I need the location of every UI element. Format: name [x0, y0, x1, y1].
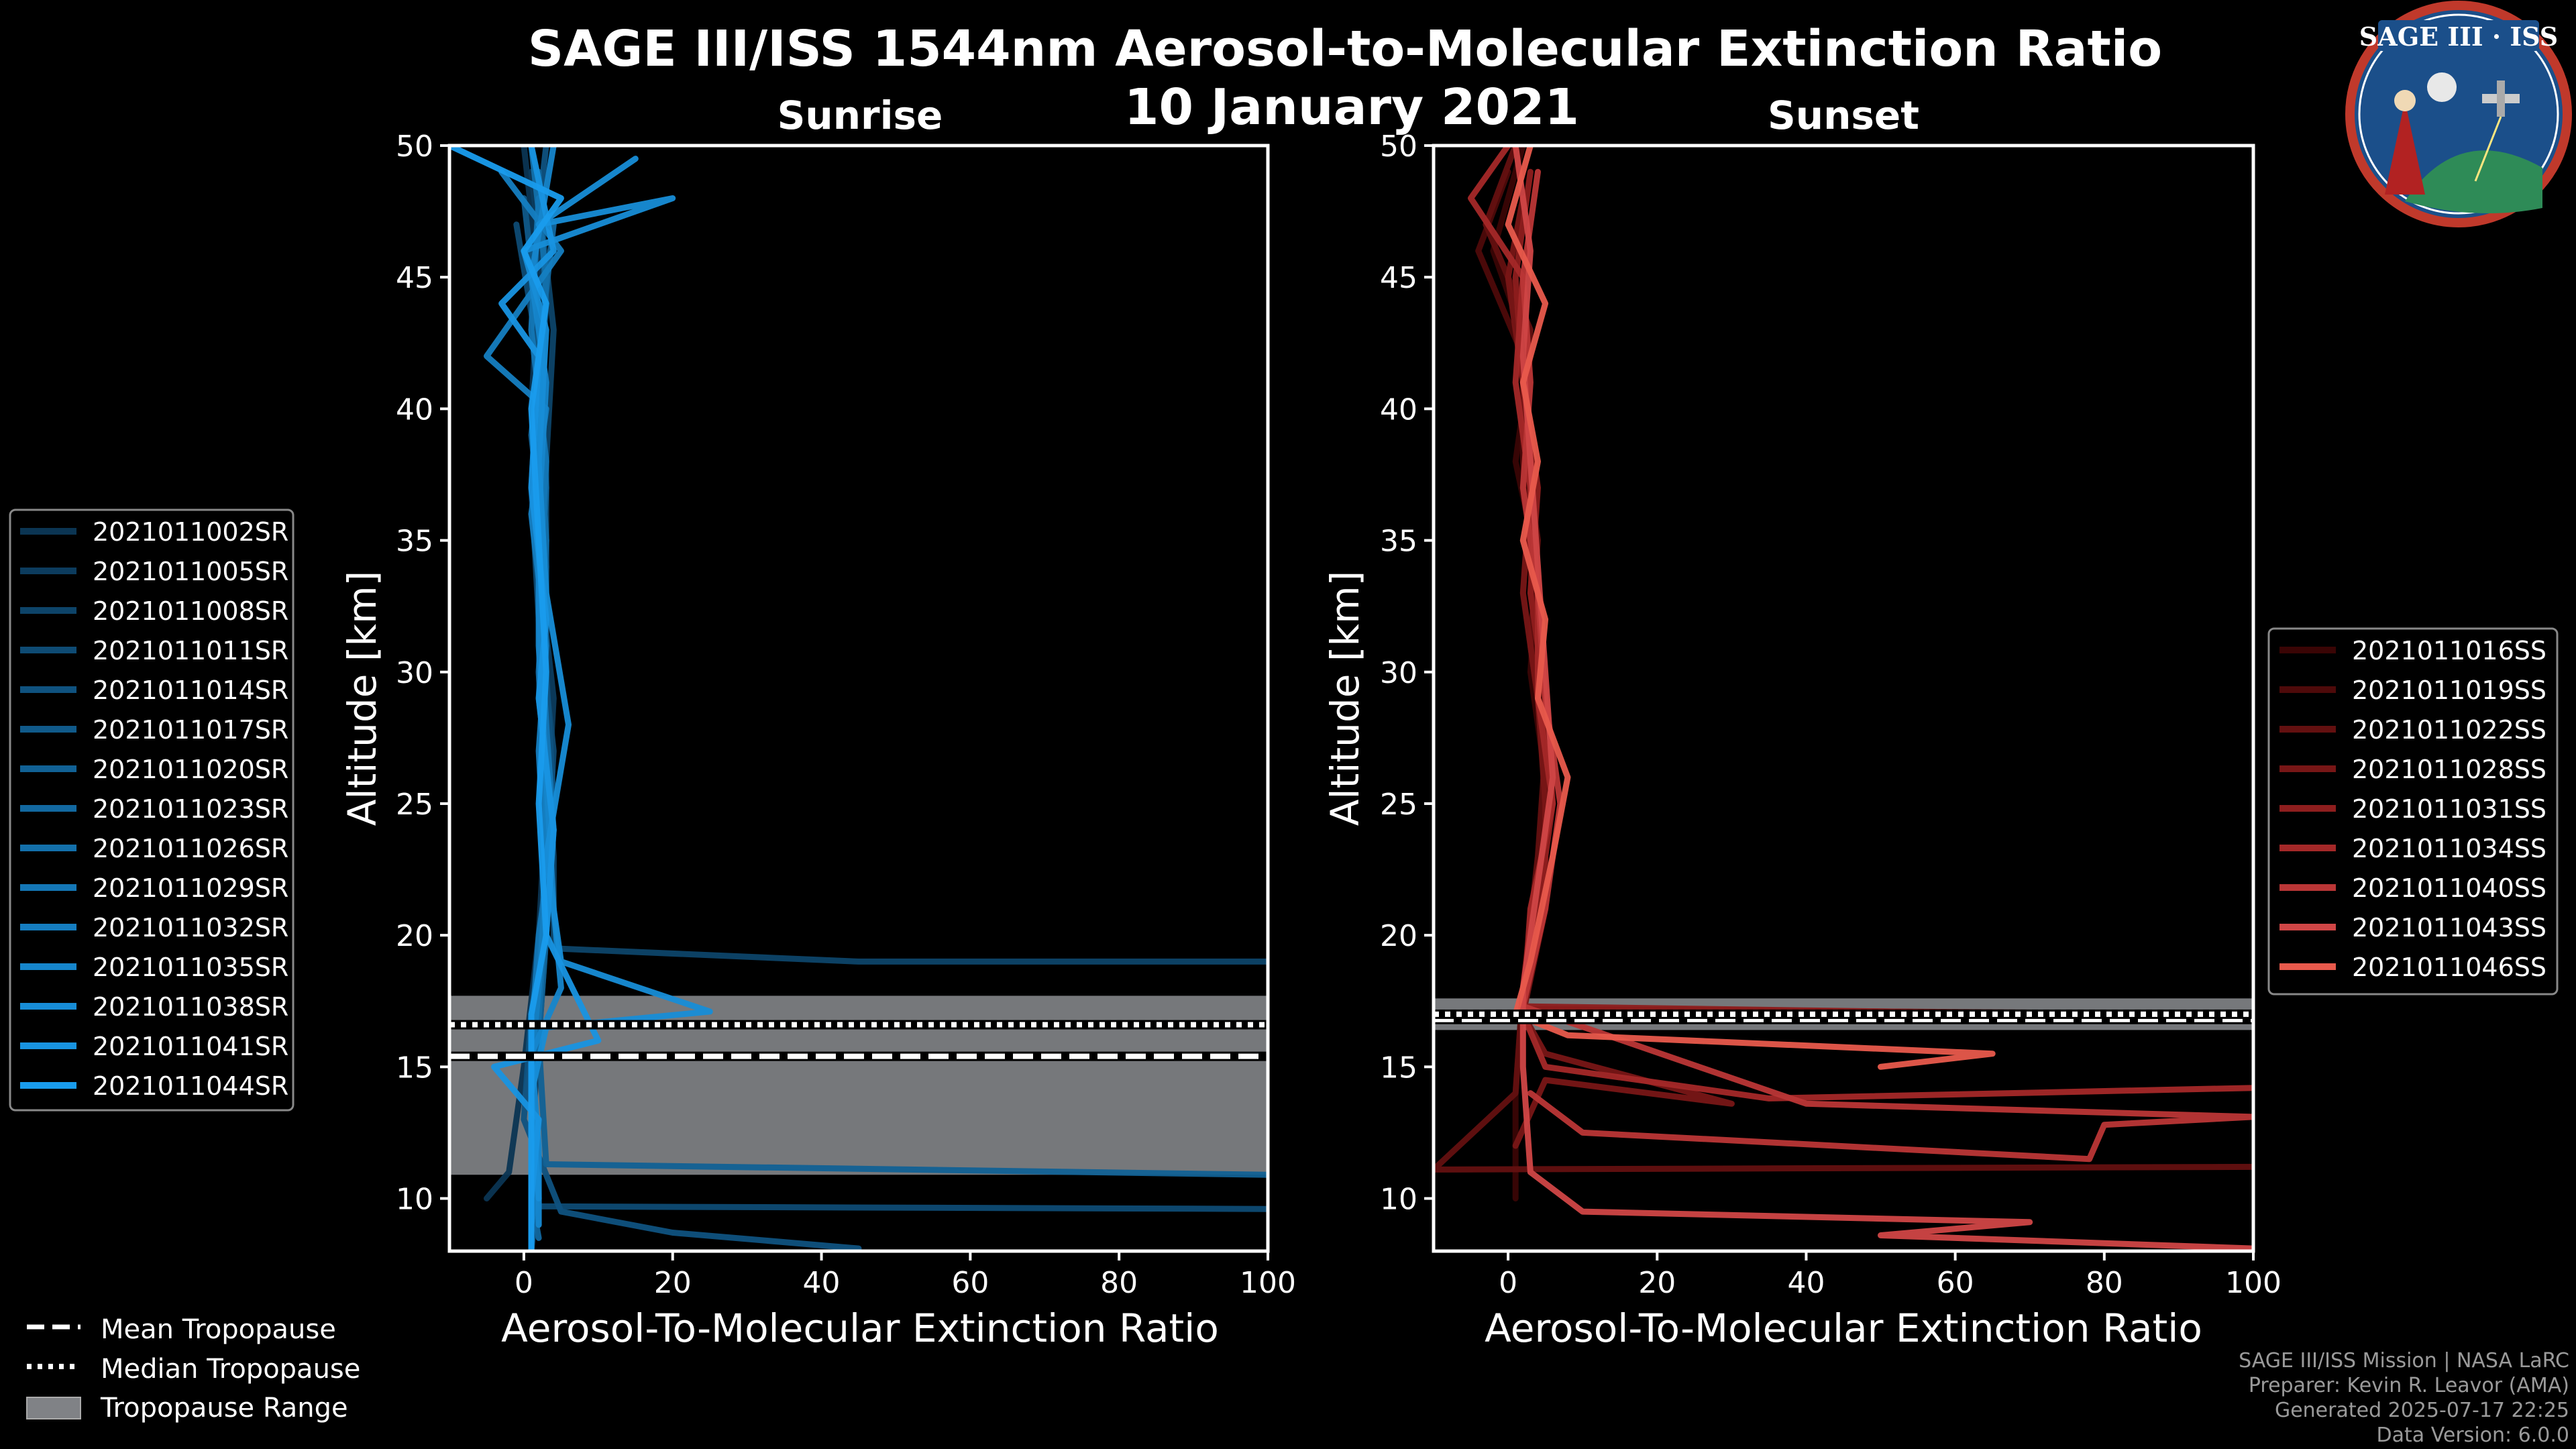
sunrise-series-2021011044SR: [449, 146, 564, 1251]
sunset-y-tick-label: 15: [1380, 1051, 1417, 1085]
sunrise-x-axis-label: Aerosol-To-Molecular Extinction Ratio: [501, 1305, 1219, 1351]
sunrise-series-2021011008SR: [535, 195, 1268, 965]
sunset-legend-label: 2021011022SS: [2352, 715, 2546, 745]
logo-title: SAGE III · ISS: [2359, 21, 2558, 52]
sunrise-x-tick-label: 20: [654, 1266, 692, 1300]
sunset-y-tick-label: 20: [1380, 919, 1417, 953]
sunrise-y-tick-label: 25: [396, 788, 433, 822]
sunrise-panel: 0 20 40 60 80 100 10 15 20 25 30 35 40 45 50 Aerosol-T…: [339, 129, 1296, 1351]
sunset-y-tick-label: 45: [1380, 261, 1417, 295]
sunset-legend-label: 2021011043SS: [2352, 913, 2546, 943]
sunrise-y-tick-label: 50: [396, 129, 433, 164]
sunrise-legend-label: 2021011032SR: [93, 913, 288, 943]
sunrise-panel-title: Sunrise: [777, 93, 943, 138]
figure-title: SAGE III/ISS 1544nm Aerosol-to-Molecular…: [528, 20, 2162, 78]
sunset-y-tick-label: 30: [1380, 656, 1417, 690]
sunset-series-2021011034SS: [1468, 146, 2253, 1102]
sunset-y-tick-label: 50: [1380, 129, 1417, 164]
sunrise-legend-label: 2021011005SR: [93, 557, 288, 586]
sunset-y-tick-label: 40: [1380, 392, 1417, 427]
figure-date: 10 January 2021: [1124, 78, 1579, 136]
legend-mean-tropopause-label: Mean Tropopause: [101, 1314, 336, 1345]
tropopause-legend: Mean Tropopause Median Tropopause Tropop…: [26, 1314, 360, 1424]
sunrise-y-tick-label: 20: [396, 919, 433, 953]
sunset-y-axis-label: Altitude [km]: [1322, 571, 1368, 826]
sunrise-legend-label: 2021011038SR: [93, 992, 288, 1022]
credit-data-version: Data Version: 6.0.0: [2377, 1424, 2569, 1447]
legend-tropopause-range-label: Tropopause Range: [100, 1393, 348, 1424]
sunset-axes-frame: [1432, 144, 2255, 1253]
sunrise-legend-label: 2021011044SR: [93, 1071, 288, 1101]
sunrise-legend-label: 2021011020SR: [93, 755, 288, 784]
sunset-legend-label: 2021011019SS: [2352, 676, 2546, 705]
sunset-legend-label: 2021011040SS: [2352, 873, 2546, 903]
sunrise-y-tick-label: 15: [396, 1051, 433, 1085]
sunset-y-tick-label: 35: [1380, 525, 1417, 559]
sunset-x-tick-label: 0: [1499, 1266, 1517, 1300]
sunrise-y-axis-label: Altitude [km]: [339, 571, 385, 826]
logo-wizard-icon: [2385, 101, 2425, 195]
sunset-legend: 2021011016SS 2021011019SS 2021011022SS 2021…: [2267, 627, 2559, 996]
sunset-y-tick-label: 10: [1380, 1183, 1417, 1217]
sunrise-legend-label: 2021011014SR: [93, 676, 288, 705]
sunrise-legend: 2021011002SR 2021011005SR 2021011008SR 2021…: [9, 508, 294, 1112]
sunset-panel: 0 20 40 60 80 100 10 15 20 25 30 35 40 45 50 Aerosol-T…: [1322, 129, 2282, 1351]
sunset-x-tick-label: 60: [1937, 1266, 1974, 1300]
sunrise-y-tick-label: 35: [396, 525, 433, 559]
sunrise-x-tick-label: 100: [1240, 1266, 1296, 1300]
logo-moon-icon: [2427, 72, 2457, 102]
sunset-x-tick-label: 40: [1787, 1266, 1825, 1300]
sunrise-legend-label: 2021011029SR: [93, 873, 288, 903]
credit-generated: Generated 2025-07-17 22:25: [2275, 1399, 2569, 1422]
sunset-y-tick-label: 25: [1380, 788, 1417, 822]
sunrise-y-tick-label: 40: [396, 392, 433, 427]
credit-preparer: Preparer: Kevin R. Leavor (AMA): [2249, 1374, 2569, 1397]
sunset-legend-label: 2021011046SS: [2352, 953, 2546, 982]
sunset-x-axis-label: Aerosol-To-Molecular Extinction Ratio: [1485, 1305, 2202, 1351]
sunset-legend-label: 2021011034SS: [2352, 834, 2546, 863]
sunrise-x-tick-label: 0: [515, 1266, 533, 1300]
logo-earth-icon: [2405, 150, 2542, 213]
sunrise-x-tick-label: 60: [951, 1266, 989, 1300]
sunrise-legend-label: 2021011002SR: [93, 517, 288, 547]
sunrise-x-tick-label: 40: [803, 1266, 841, 1300]
sunset-series-2021011046SS: [1505, 146, 1996, 1070]
sunset-series-2021011019SS: [1475, 168, 2253, 1018]
sunset-legend-label: 2021011028SS: [2352, 755, 2546, 784]
legend-median-tropopause-label: Median Tropopause: [101, 1354, 360, 1385]
sage-iii-iss-logo: SAGE III · ISS: [2345, 1, 2572, 227]
sunset-series-2021011043SS: [1512, 146, 2253, 1251]
sunset-series-2021011031SS: [1512, 168, 2253, 1020]
credits: SAGE III/ISS Mission | NASA LaRC Prepare…: [2239, 1349, 2569, 1447]
sunrise-x-tick-label: 80: [1100, 1266, 1138, 1300]
sunset-x-tick-label: 80: [2086, 1266, 2123, 1300]
sunrise-legend-label: 2021011023SR: [93, 794, 288, 824]
sunrise-y-tick-label: 10: [396, 1183, 433, 1217]
sunrise-axes-frame: [447, 144, 1270, 1253]
sunrise-legend-label: 2021011017SR: [93, 715, 288, 745]
sunrise-y-tick-label: 30: [396, 656, 433, 690]
sunset-legend-label: 2021011016SS: [2352, 636, 2546, 665]
sunrise-legend-label: 2021011035SR: [93, 953, 288, 982]
sunset-x-tick-label: 100: [2225, 1266, 2282, 1300]
sunrise-legend-label: 2021011041SR: [93, 1032, 288, 1061]
sunrise-legend-label: 2021011026SR: [93, 834, 288, 863]
legend-tropopause-range-swatch: [26, 1397, 81, 1419]
sunrise-legend-label: 2021011011SR: [93, 636, 288, 665]
sunset-legend-label: 2021011031SS: [2352, 794, 2546, 824]
sunrise-y-tick-label: 45: [396, 261, 433, 295]
sunset-x-tick-label: 20: [1638, 1266, 1676, 1300]
sunrise-legend-label: 2021011008SR: [93, 596, 288, 626]
sunset-panel-title: Sunset: [1768, 93, 1919, 138]
credit-mission: SAGE III/ISS Mission | NASA LaRC: [2239, 1349, 2569, 1373]
